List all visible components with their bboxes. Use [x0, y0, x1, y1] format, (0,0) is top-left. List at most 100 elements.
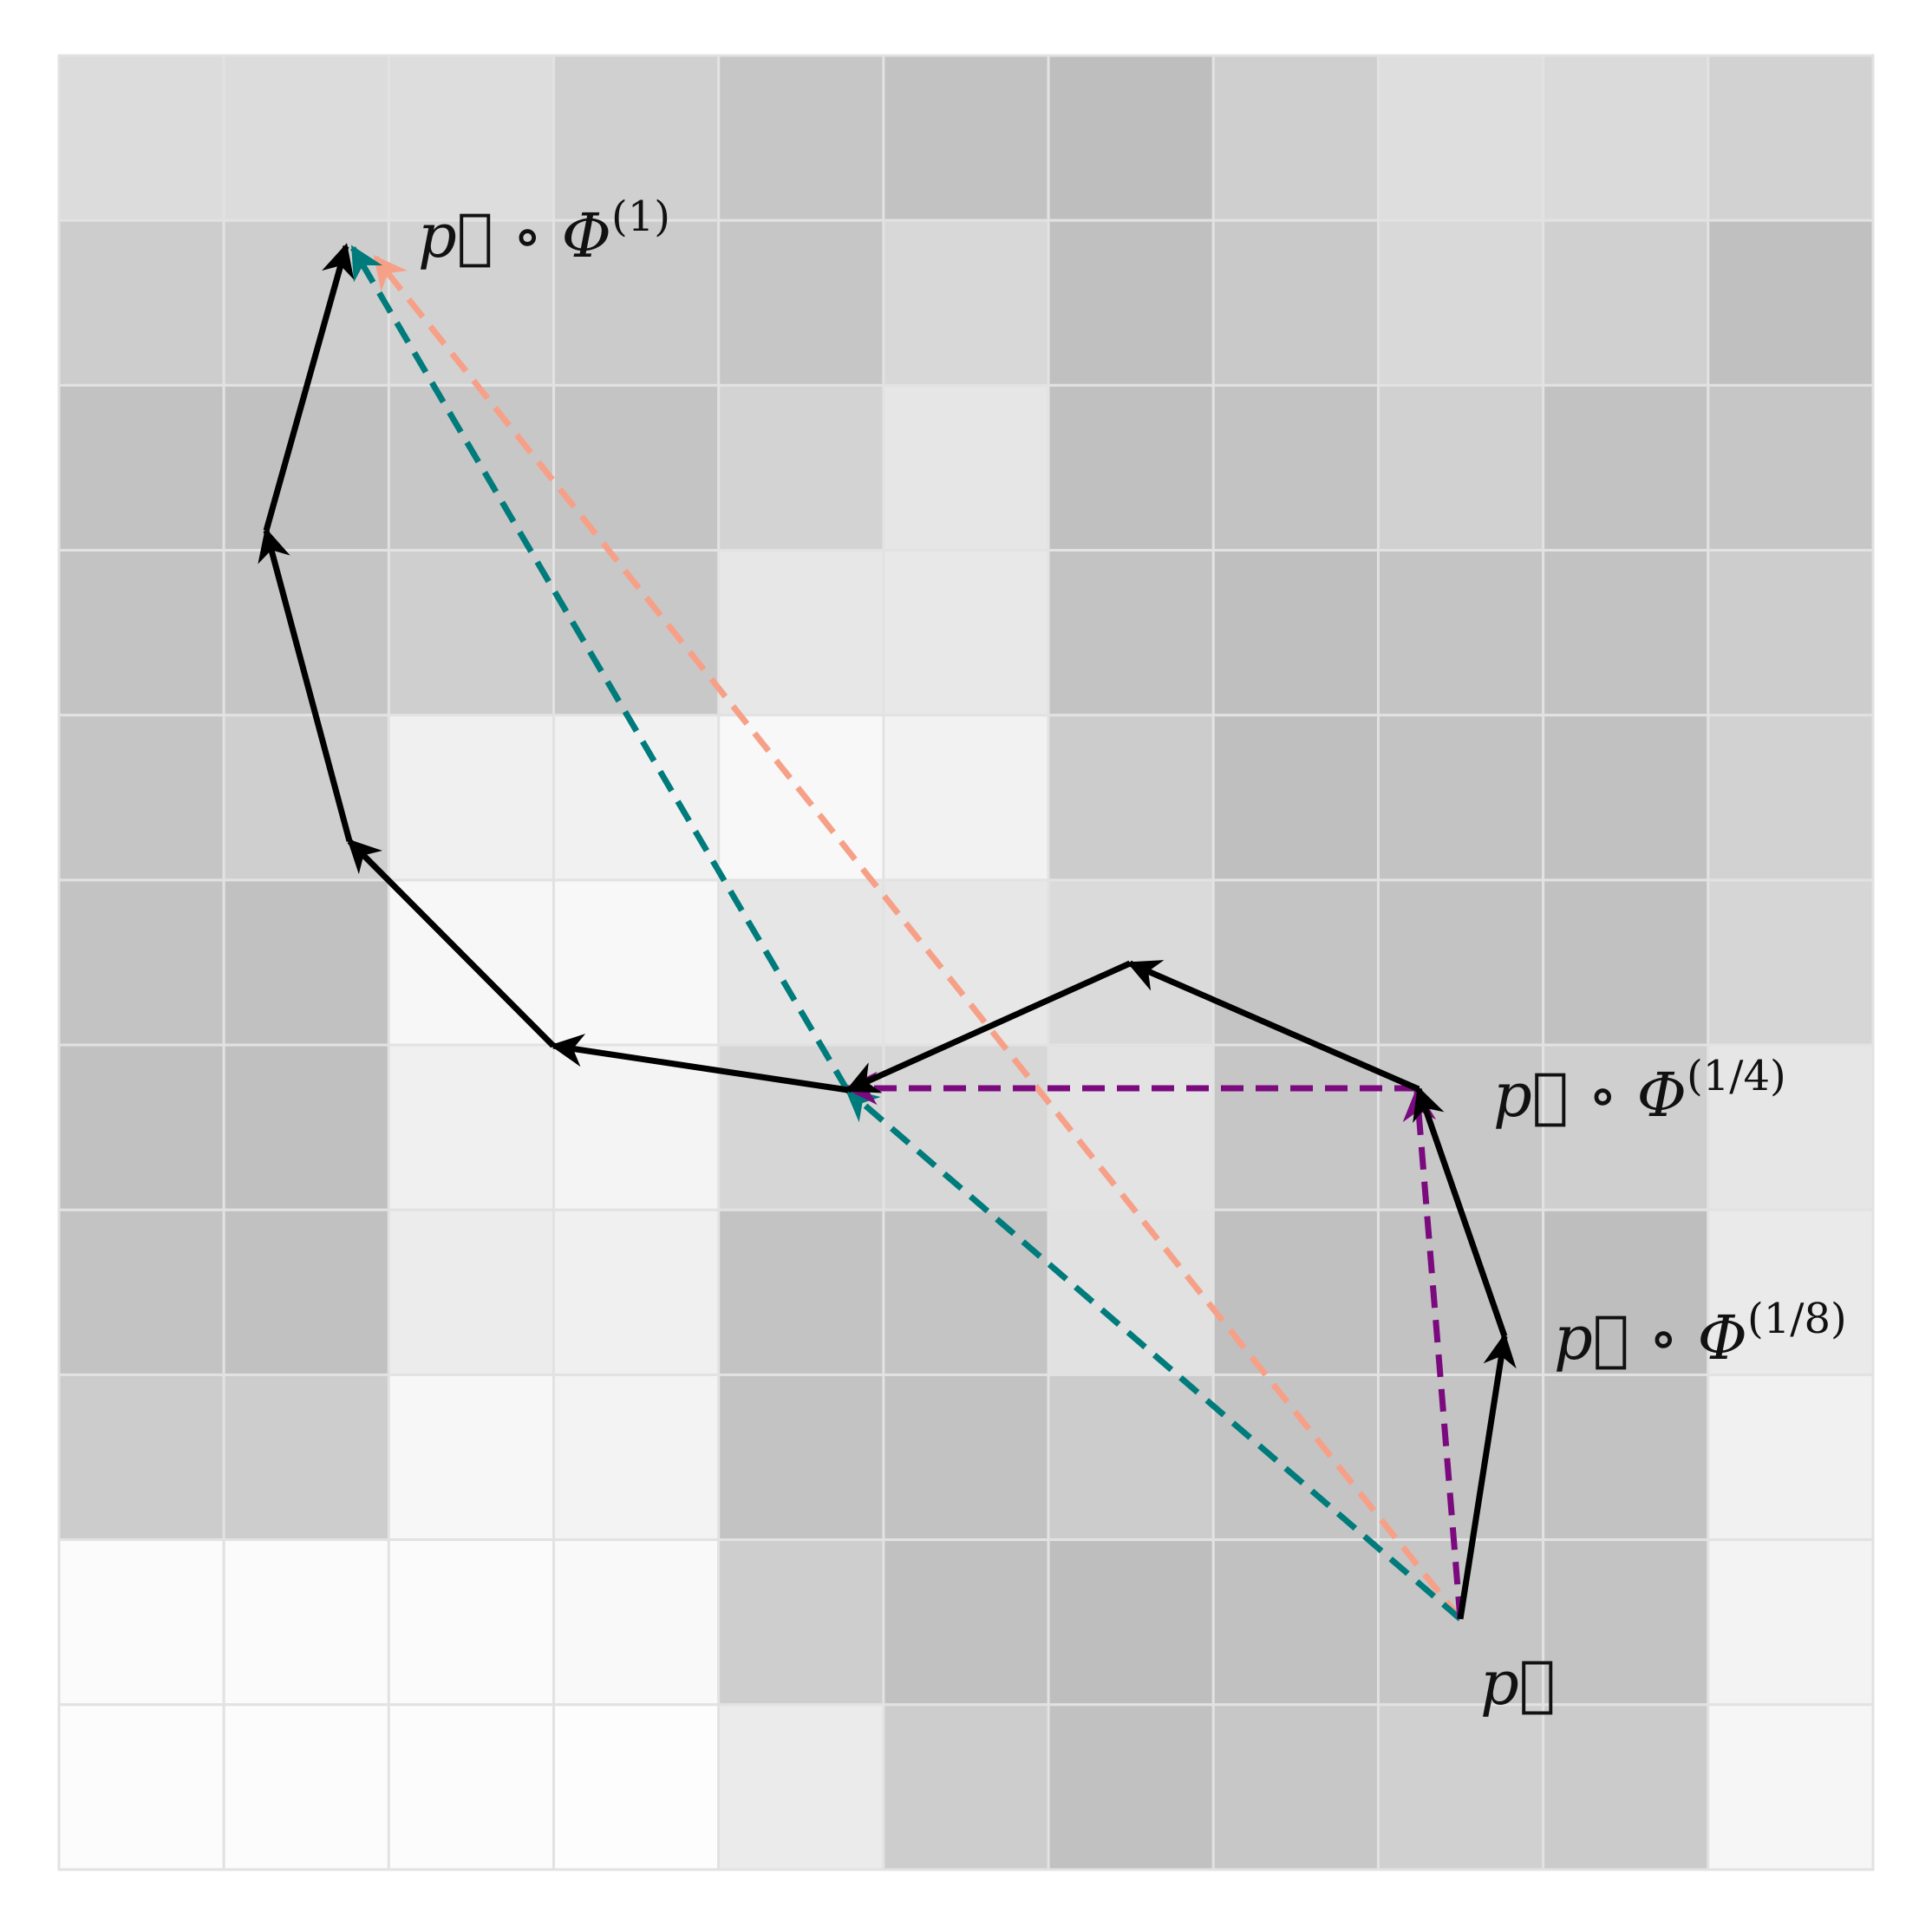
grid-cell	[1376, 54, 1545, 222]
grid-cell	[717, 549, 885, 717]
grid-cell	[1542, 714, 1710, 882]
grid-cell	[1542, 219, 1710, 387]
grid-cell	[1211, 54, 1380, 222]
path-segment-2	[1413, 1086, 1508, 1338]
grid-cell	[1707, 549, 1875, 717]
grid-cell	[882, 54, 1050, 222]
path-segment-4	[845, 960, 1132, 1093]
grid-cell	[552, 714, 721, 882]
grid-cell	[222, 54, 390, 222]
grid-cell	[1707, 1538, 1875, 1707]
grid-cell	[1376, 1373, 1545, 1542]
flow-path	[258, 243, 1517, 1620]
grid-cell	[57, 878, 225, 1047]
label-phi-eighth-sup: (1/8)	[1747, 1295, 1847, 1343]
grid-cell	[1047, 549, 1215, 717]
grid-cell	[387, 54, 556, 222]
grid-cell	[717, 714, 885, 882]
grid-cell	[552, 1208, 721, 1376]
grid-cell	[222, 1208, 390, 1376]
grid-cell	[882, 549, 1050, 717]
label-p: p⃗	[1480, 1648, 1556, 1719]
grid-cell	[717, 1703, 885, 1871]
grid-cell	[1707, 714, 1875, 882]
grid-cell	[1211, 878, 1380, 1047]
grid-cell	[57, 1373, 225, 1542]
grid-cell	[57, 219, 225, 387]
grid-cell	[1211, 1703, 1380, 1871]
grid-cell	[1376, 1538, 1545, 1707]
grid-cell	[552, 383, 721, 552]
grid-cell	[882, 383, 1050, 552]
grid-cell	[1047, 1703, 1215, 1871]
grid-cell	[1047, 1043, 1215, 1211]
grid-cell	[1707, 1373, 1875, 1542]
grid-cell	[1047, 1208, 1215, 1376]
grid-cell	[1707, 54, 1875, 222]
grid-cell	[387, 1538, 556, 1707]
grid-cell	[717, 54, 885, 222]
label-phi-1-base: p⃗ ∘ Φ	[418, 200, 611, 271]
grid-cell	[1047, 1538, 1215, 1707]
label-phi-1: p⃗ ∘ Φ(1)	[418, 193, 670, 271]
label-phi-quarter-base: p⃗ ∘ Φ	[1493, 1060, 1687, 1131]
grid-cell	[57, 549, 225, 717]
grid-cell	[882, 1538, 1050, 1707]
grid-cell	[1211, 219, 1380, 387]
grid-cell	[57, 1703, 225, 1871]
grid-cell	[1542, 878, 1710, 1047]
grid-cell	[1047, 383, 1215, 552]
grid-cell	[882, 878, 1050, 1047]
label-phi-quarter: p⃗ ∘ Φ(1/4)	[1493, 1052, 1786, 1131]
grid-cell	[57, 1538, 225, 1707]
grid-cell	[1376, 1703, 1545, 1871]
grid-cell	[552, 1373, 721, 1542]
grid-cell	[387, 383, 556, 552]
label-phi-eighth-base: p⃗ ∘ Φ	[1554, 1302, 1747, 1374]
grid-cell	[1542, 54, 1710, 222]
grid-cell	[882, 714, 1050, 882]
grid-cell	[1542, 549, 1710, 717]
grid-cell	[1047, 54, 1215, 222]
purple-dashed-arrow-vertical	[1402, 1087, 1464, 1620]
grid-cell	[1542, 383, 1710, 552]
grid-cell	[387, 1373, 556, 1542]
grid-cell	[1376, 1208, 1545, 1376]
path-segment-7	[258, 527, 353, 842]
grid-cell	[882, 1208, 1050, 1376]
intensity-grid	[57, 54, 1875, 1871]
grid-cell	[222, 1043, 390, 1211]
label-phi-quarter-sup: (1/4)	[1687, 1052, 1786, 1100]
grid-cell	[882, 219, 1050, 387]
grid-cell	[57, 54, 225, 222]
grid-cell	[1211, 1208, 1380, 1376]
grid-cell	[222, 878, 390, 1047]
grid-cell	[1542, 1703, 1710, 1871]
grid-cell	[1376, 714, 1545, 882]
grid-cell	[1211, 1373, 1380, 1542]
grid-cell	[387, 714, 556, 882]
grid-cell	[1707, 878, 1875, 1047]
teal-dashed-arrow-lower	[845, 1087, 1463, 1622]
grid-cell	[882, 1703, 1050, 1871]
grid-cell	[387, 1208, 556, 1376]
grid-cell	[552, 878, 721, 1047]
grid-cell	[57, 1043, 225, 1211]
path-segment-1	[1457, 1333, 1517, 1620]
grid-cell	[1707, 219, 1875, 387]
path-segment-8	[263, 243, 355, 532]
teal-dashed-arrow-upper	[349, 245, 851, 1092]
salmon-dashed-arrow	[373, 254, 1463, 1622]
grid-cell	[552, 1538, 721, 1707]
grid-cell	[57, 1208, 225, 1376]
label-phi-eighth: p⃗ ∘ Φ(1/8)	[1554, 1295, 1847, 1374]
grid-cell	[1542, 1043, 1710, 1211]
grid-cell	[222, 1703, 390, 1871]
grid-cell	[387, 1703, 556, 1871]
grid-cell	[57, 714, 225, 882]
path-segment-3	[1126, 960, 1420, 1093]
grid-cell	[717, 219, 885, 387]
grid-cell	[1047, 219, 1215, 387]
label-p-text: p⃗	[1480, 1648, 1556, 1719]
